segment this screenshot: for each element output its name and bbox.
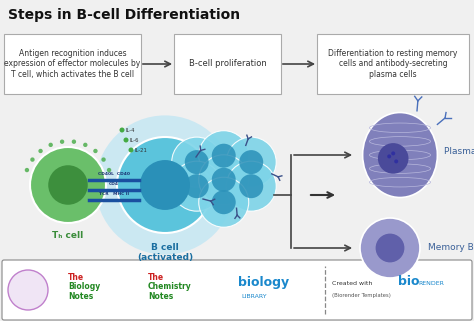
Circle shape [212, 144, 236, 168]
Circle shape [185, 174, 209, 198]
Circle shape [199, 155, 249, 205]
Circle shape [60, 140, 64, 144]
Circle shape [226, 161, 276, 211]
FancyBboxPatch shape [2, 260, 472, 320]
Circle shape [140, 160, 190, 210]
Text: Plasma cell: Plasma cell [444, 147, 474, 156]
Circle shape [8, 270, 48, 310]
Text: Antigen recognition induces
expression of effector molecules by
T cell, which ac: Antigen recognition induces expression o… [4, 49, 141, 79]
Circle shape [375, 234, 404, 262]
Text: Biology: Biology [68, 282, 100, 291]
Circle shape [360, 218, 420, 278]
FancyBboxPatch shape [317, 34, 469, 94]
Circle shape [199, 177, 249, 227]
Text: Chemistry: Chemistry [148, 282, 192, 291]
Text: LIBRARY: LIBRARY [241, 294, 266, 299]
Ellipse shape [363, 112, 438, 197]
Circle shape [93, 149, 98, 153]
Text: Memory B cell: Memory B cell [428, 244, 474, 253]
FancyBboxPatch shape [4, 34, 141, 94]
Text: CD4: CD4 [109, 182, 119, 186]
Circle shape [172, 137, 222, 187]
Circle shape [128, 148, 134, 152]
Circle shape [25, 168, 29, 172]
Circle shape [30, 147, 106, 223]
Circle shape [117, 137, 213, 233]
Circle shape [394, 160, 398, 163]
Circle shape [391, 152, 395, 155]
Text: Created with: Created with [332, 281, 373, 286]
Text: Differentiation to resting memory
cells and antibody-secreting
plasma cells: Differentiation to resting memory cells … [328, 49, 458, 79]
Circle shape [172, 161, 222, 211]
Circle shape [199, 131, 249, 181]
Circle shape [30, 157, 35, 162]
Text: (Biorender Templates): (Biorender Templates) [332, 293, 391, 298]
Text: IL-21: IL-21 [135, 148, 148, 152]
Text: The: The [68, 273, 84, 282]
Circle shape [239, 174, 263, 198]
Text: TCR   MHC II: TCR MHC II [99, 192, 129, 196]
Circle shape [124, 137, 128, 143]
Text: CD40L  CD40: CD40L CD40 [98, 172, 130, 176]
Text: RENDER: RENDER [418, 281, 444, 286]
Circle shape [48, 165, 88, 205]
Circle shape [226, 137, 276, 187]
Circle shape [83, 143, 88, 147]
FancyBboxPatch shape [174, 34, 281, 94]
Text: The: The [148, 273, 164, 282]
Circle shape [38, 149, 43, 153]
Text: biology: biology [238, 276, 289, 289]
Text: Notes: Notes [22, 293, 34, 297]
Text: IL-4: IL-4 [126, 127, 136, 133]
Circle shape [212, 168, 236, 192]
Circle shape [387, 154, 391, 158]
Circle shape [239, 150, 263, 174]
Circle shape [107, 168, 111, 172]
Circle shape [48, 143, 53, 147]
Text: IL-6: IL-6 [130, 137, 139, 143]
Text: Microbe: Microbe [18, 283, 38, 287]
Text: Notes: Notes [148, 292, 173, 301]
Circle shape [95, 116, 235, 255]
Text: bio: bio [398, 275, 419, 288]
Circle shape [212, 190, 236, 214]
Text: B-cell proliferation: B-cell proliferation [189, 59, 266, 68]
Text: B cell
(activated): B cell (activated) [137, 243, 193, 262]
Text: Tₕ cell: Tₕ cell [52, 231, 83, 240]
Circle shape [72, 140, 76, 144]
Circle shape [101, 157, 106, 162]
Text: Notes: Notes [68, 292, 93, 301]
Circle shape [185, 150, 209, 174]
Text: Steps in B-cell Differentiation: Steps in B-cell Differentiation [8, 8, 240, 22]
Circle shape [378, 143, 409, 174]
Circle shape [119, 127, 125, 133]
